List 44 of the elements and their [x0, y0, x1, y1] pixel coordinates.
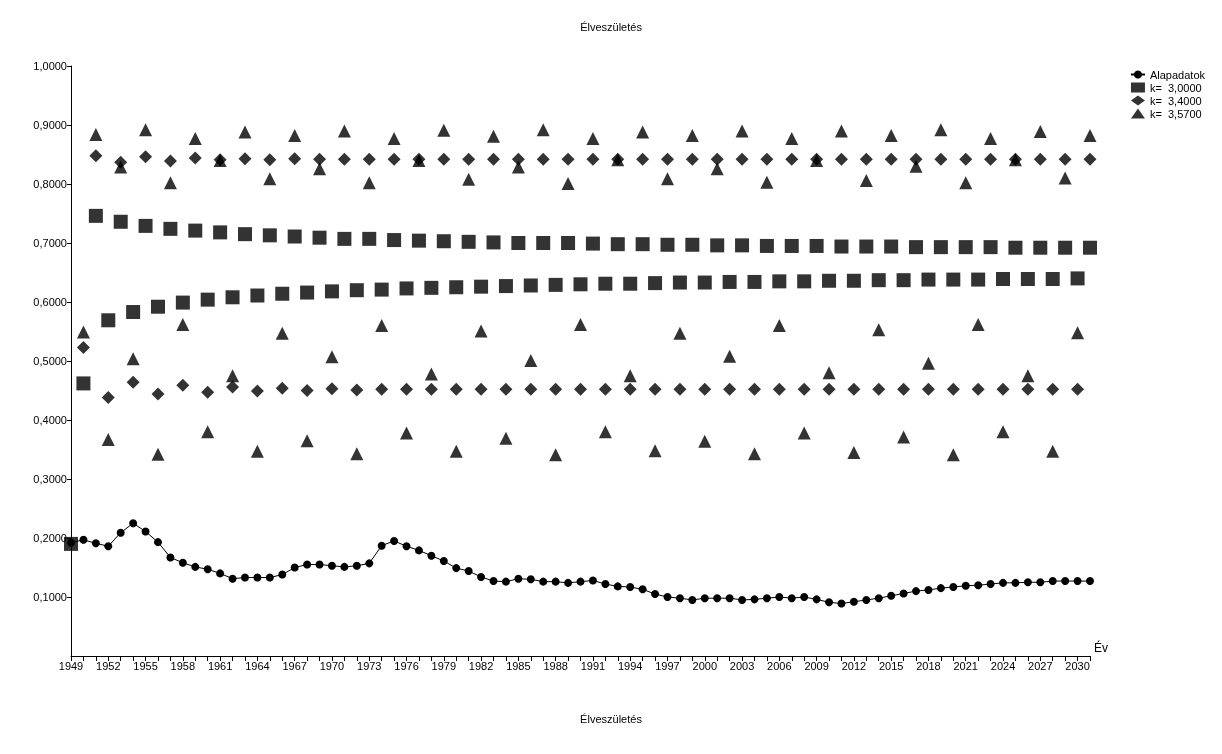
x-tick-label: 1964 [245, 659, 270, 672]
y-tick-label: 0,1000 [33, 591, 67, 603]
x-tick-label: 1973 [357, 659, 382, 672]
x-tick-label: 2024 [990, 659, 1016, 672]
y-tick-label: 0,4000 [33, 414, 67, 426]
x-tick-label: 1958 [170, 659, 196, 672]
x-tick-label: 1970 [319, 659, 345, 672]
x-tick-label: 1961 [207, 659, 233, 672]
x-tick-label: 2012 [841, 659, 867, 672]
x-tick-label: 2000 [692, 659, 718, 672]
legend-label: Alapadatok [1149, 68, 1206, 81]
legend-label: k= 3,0000 [1149, 81, 1202, 94]
x-tick-label: 1952 [96, 659, 121, 672]
x-tick-label: 2021 [953, 659, 978, 672]
x-tick-label: 1991 [580, 659, 606, 672]
text: Élveszületés [580, 712, 643, 725]
x-tick-label: 1982 [468, 659, 494, 672]
x-tick-label: 2003 [729, 659, 755, 672]
x-tick-label: 1979 [431, 659, 457, 672]
x-tick-label: 1988 [543, 659, 568, 672]
y-tick-label: 0,3000 [33, 473, 67, 485]
y-tick-label: 0,7000 [33, 237, 67, 249]
y-tick-label: 0,5000 [33, 355, 67, 367]
x-tick-label: 1994 [617, 659, 643, 672]
legend-label: k= 3,4000 [1149, 94, 1202, 107]
x-tick-label: 1976 [394, 659, 419, 672]
y-tick-label: 1,0000 [33, 60, 67, 72]
y-tick-label: 0,8000 [33, 178, 67, 190]
x-tick-label: 1955 [133, 659, 158, 672]
x-tick-label: 2009 [804, 659, 829, 672]
x-tick-label: 1997 [655, 659, 680, 672]
chart-title: Élveszületés [580, 20, 643, 33]
x-tick-label: 2018 [916, 659, 941, 672]
x-tick-label: 1985 [506, 659, 531, 672]
y-tick-label: 0,9000 [33, 119, 67, 131]
y-tick-label: 0,6000 [33, 296, 67, 308]
x-tick-label: 2015 [878, 659, 904, 672]
x-axis-title: Év [1094, 640, 1109, 655]
x-tick-label: 1949 [58, 659, 84, 672]
x-tick-label: 2027 [1028, 659, 1053, 672]
x-tick-label: 2030 [1065, 659, 1090, 672]
x-tick-label: 1967 [282, 659, 307, 672]
legend-label: k= 3,5700 [1149, 107, 1202, 120]
x-tick-label: 2006 [767, 659, 792, 672]
